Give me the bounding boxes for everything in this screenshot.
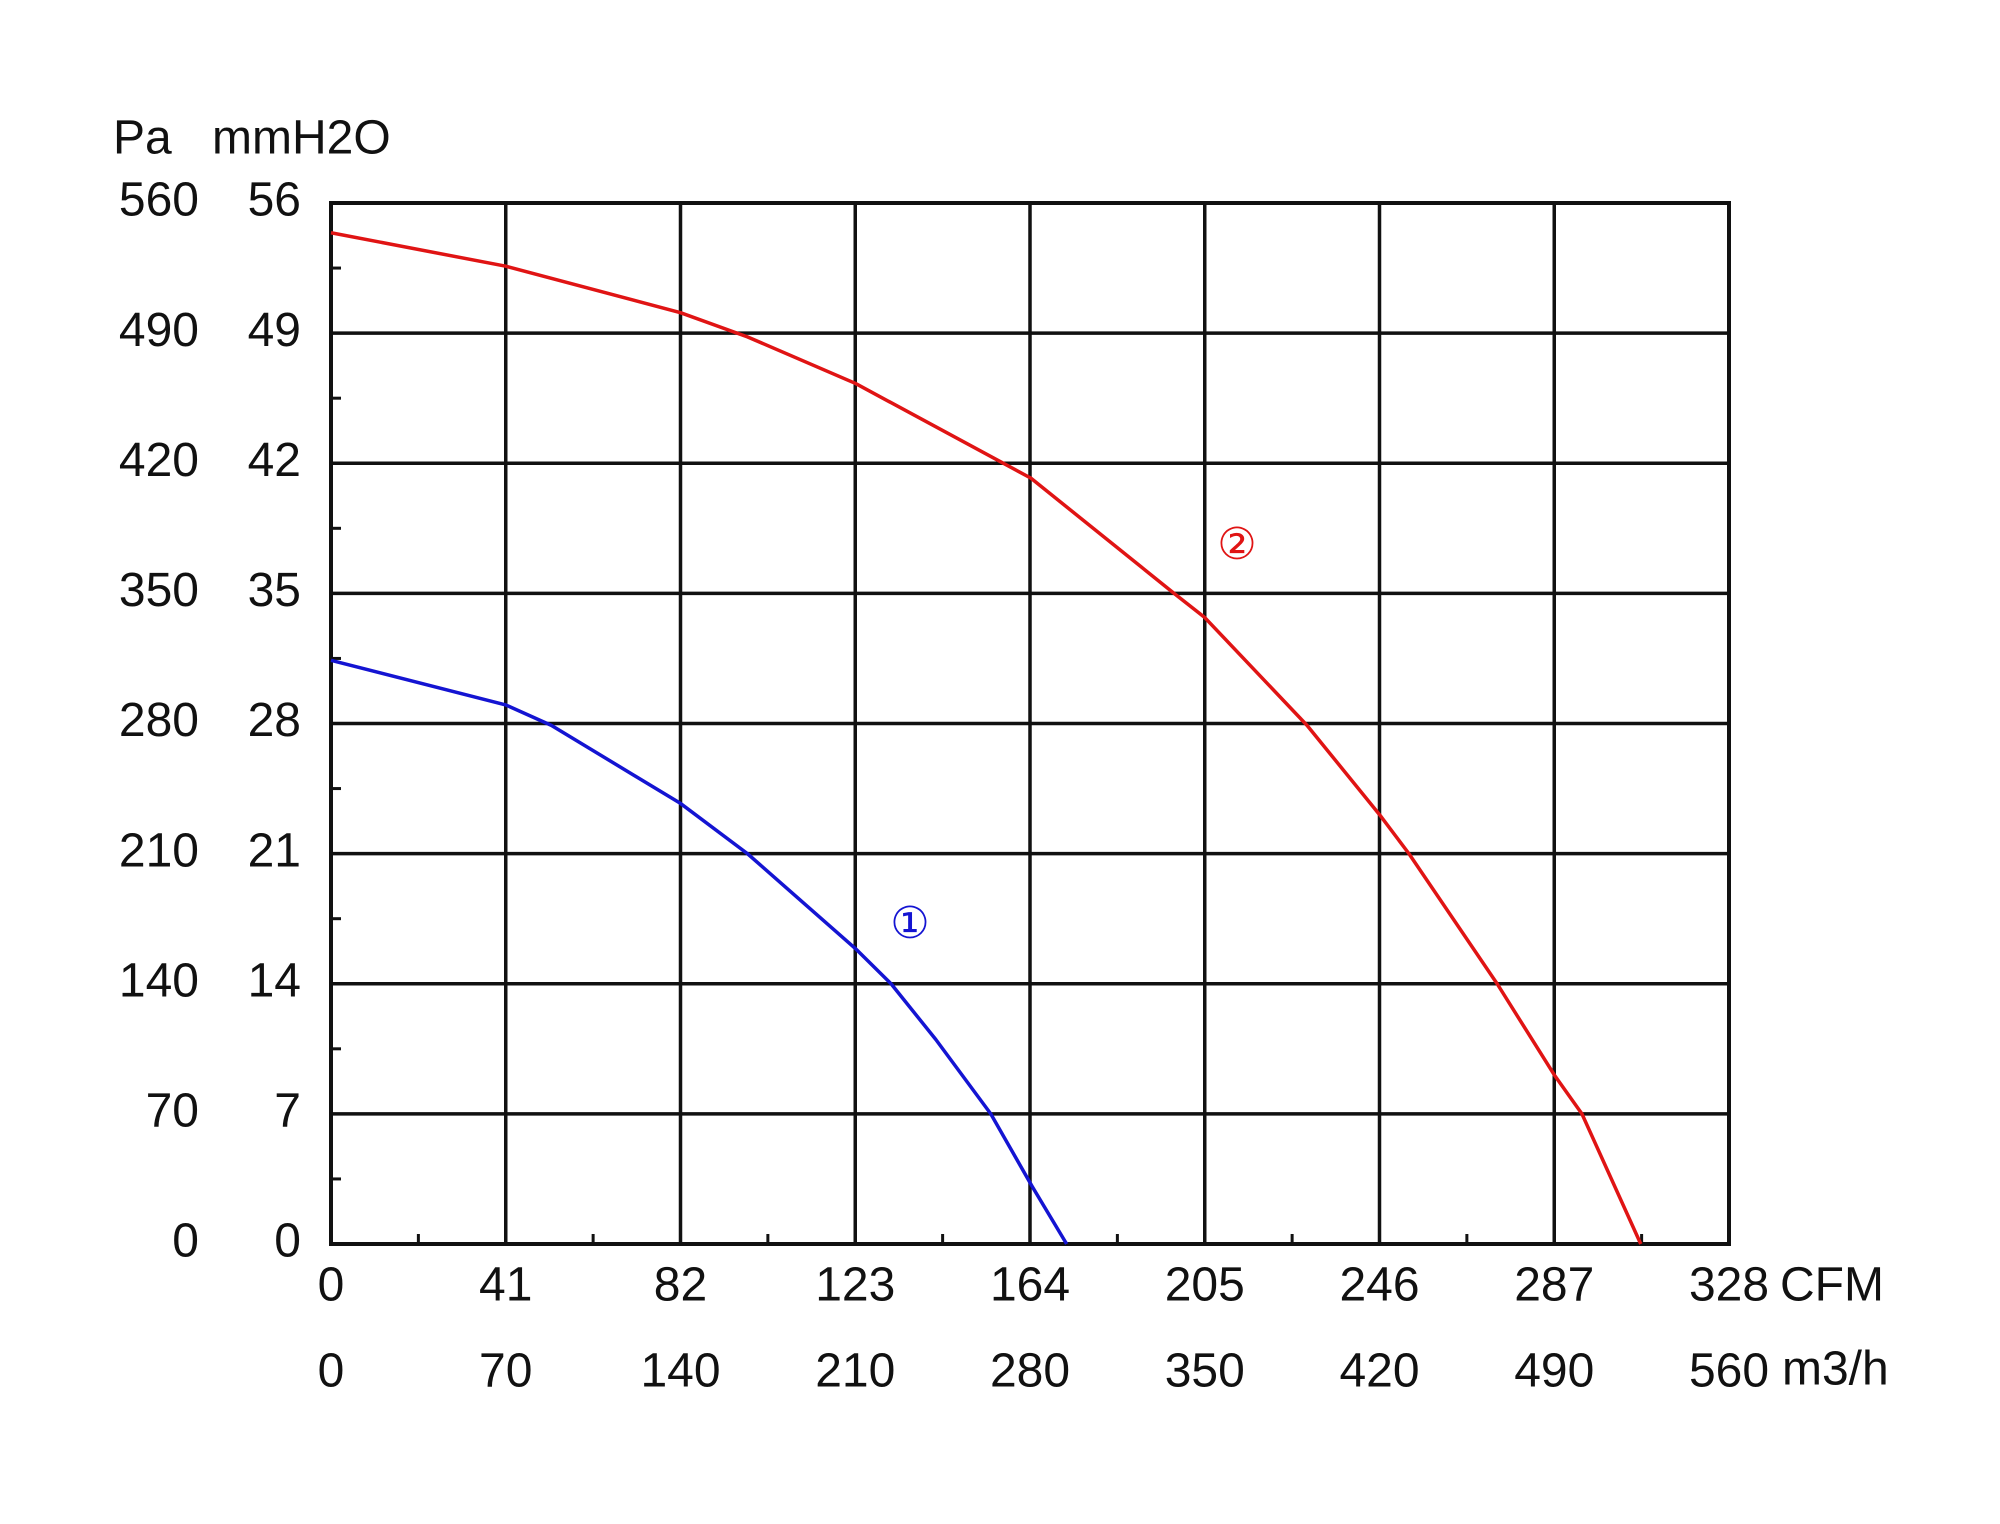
- x2-tick-label: 140: [640, 1345, 720, 1398]
- curve: [330, 658, 1069, 1245]
- y2-tick-label: 7: [274, 1085, 301, 1138]
- y-tick-label: 420: [119, 434, 199, 487]
- y-tick-label: 140: [119, 954, 199, 1007]
- x2-tick-label: 560: [1689, 1345, 1769, 1398]
- x-unit: CFM: [1780, 1259, 1884, 1312]
- y-tick-label: 490: [119, 304, 199, 357]
- y2-unit: mmH2O: [212, 112, 391, 165]
- y2-tick-label: 21: [248, 824, 301, 877]
- x-tick-label: 205: [1165, 1259, 1245, 1312]
- y2-tick-label: 42: [248, 434, 301, 487]
- x-tick-label: 246: [1339, 1259, 1419, 1312]
- y-tick-label: 560: [119, 174, 199, 227]
- x2-tick-label: 490: [1514, 1345, 1594, 1398]
- x2-tick-label: 70: [479, 1345, 532, 1398]
- x2-tick-label: 210: [815, 1345, 895, 1398]
- x-tick-label: 328: [1689, 1259, 1769, 1312]
- y-tick-label: 0: [172, 1215, 199, 1268]
- y2-tick-label: 35: [248, 564, 301, 617]
- y-unit: Pa: [113, 112, 172, 165]
- y-tick-label: 350: [119, 564, 199, 617]
- x-tick-label: 164: [990, 1259, 1070, 1312]
- x-tick-label: 41: [479, 1259, 532, 1312]
- curve: [330, 231, 1643, 1245]
- x-tick-label: 123: [815, 1259, 895, 1312]
- series-label: ②: [1217, 519, 1256, 570]
- series-label: ①: [890, 898, 929, 949]
- y-tick-label: 280: [119, 694, 199, 747]
- y-tick-label: 210: [119, 824, 199, 877]
- x2-tick-label: 350: [1165, 1345, 1245, 1398]
- x2-tick-label: 420: [1339, 1345, 1419, 1398]
- y2-tick-label: 28: [248, 694, 301, 747]
- x2-tick-label: 0: [318, 1345, 345, 1398]
- x-tick-label: 287: [1514, 1259, 1594, 1312]
- x-tick-label: 82: [654, 1259, 707, 1312]
- y-tick-label: 70: [146, 1085, 199, 1138]
- x-tick-label: 0: [318, 1259, 345, 1312]
- plot-frame: [329, 201, 1731, 1246]
- y2-tick-label: 49: [248, 304, 301, 357]
- y2-tick-label: 14: [248, 954, 301, 1007]
- y2-tick-label: 0: [274, 1215, 301, 1268]
- x2-unit: m3/h: [1782, 1343, 1889, 1396]
- x2-tick-label: 280: [990, 1345, 1070, 1398]
- y2-tick-label: 56: [248, 174, 301, 227]
